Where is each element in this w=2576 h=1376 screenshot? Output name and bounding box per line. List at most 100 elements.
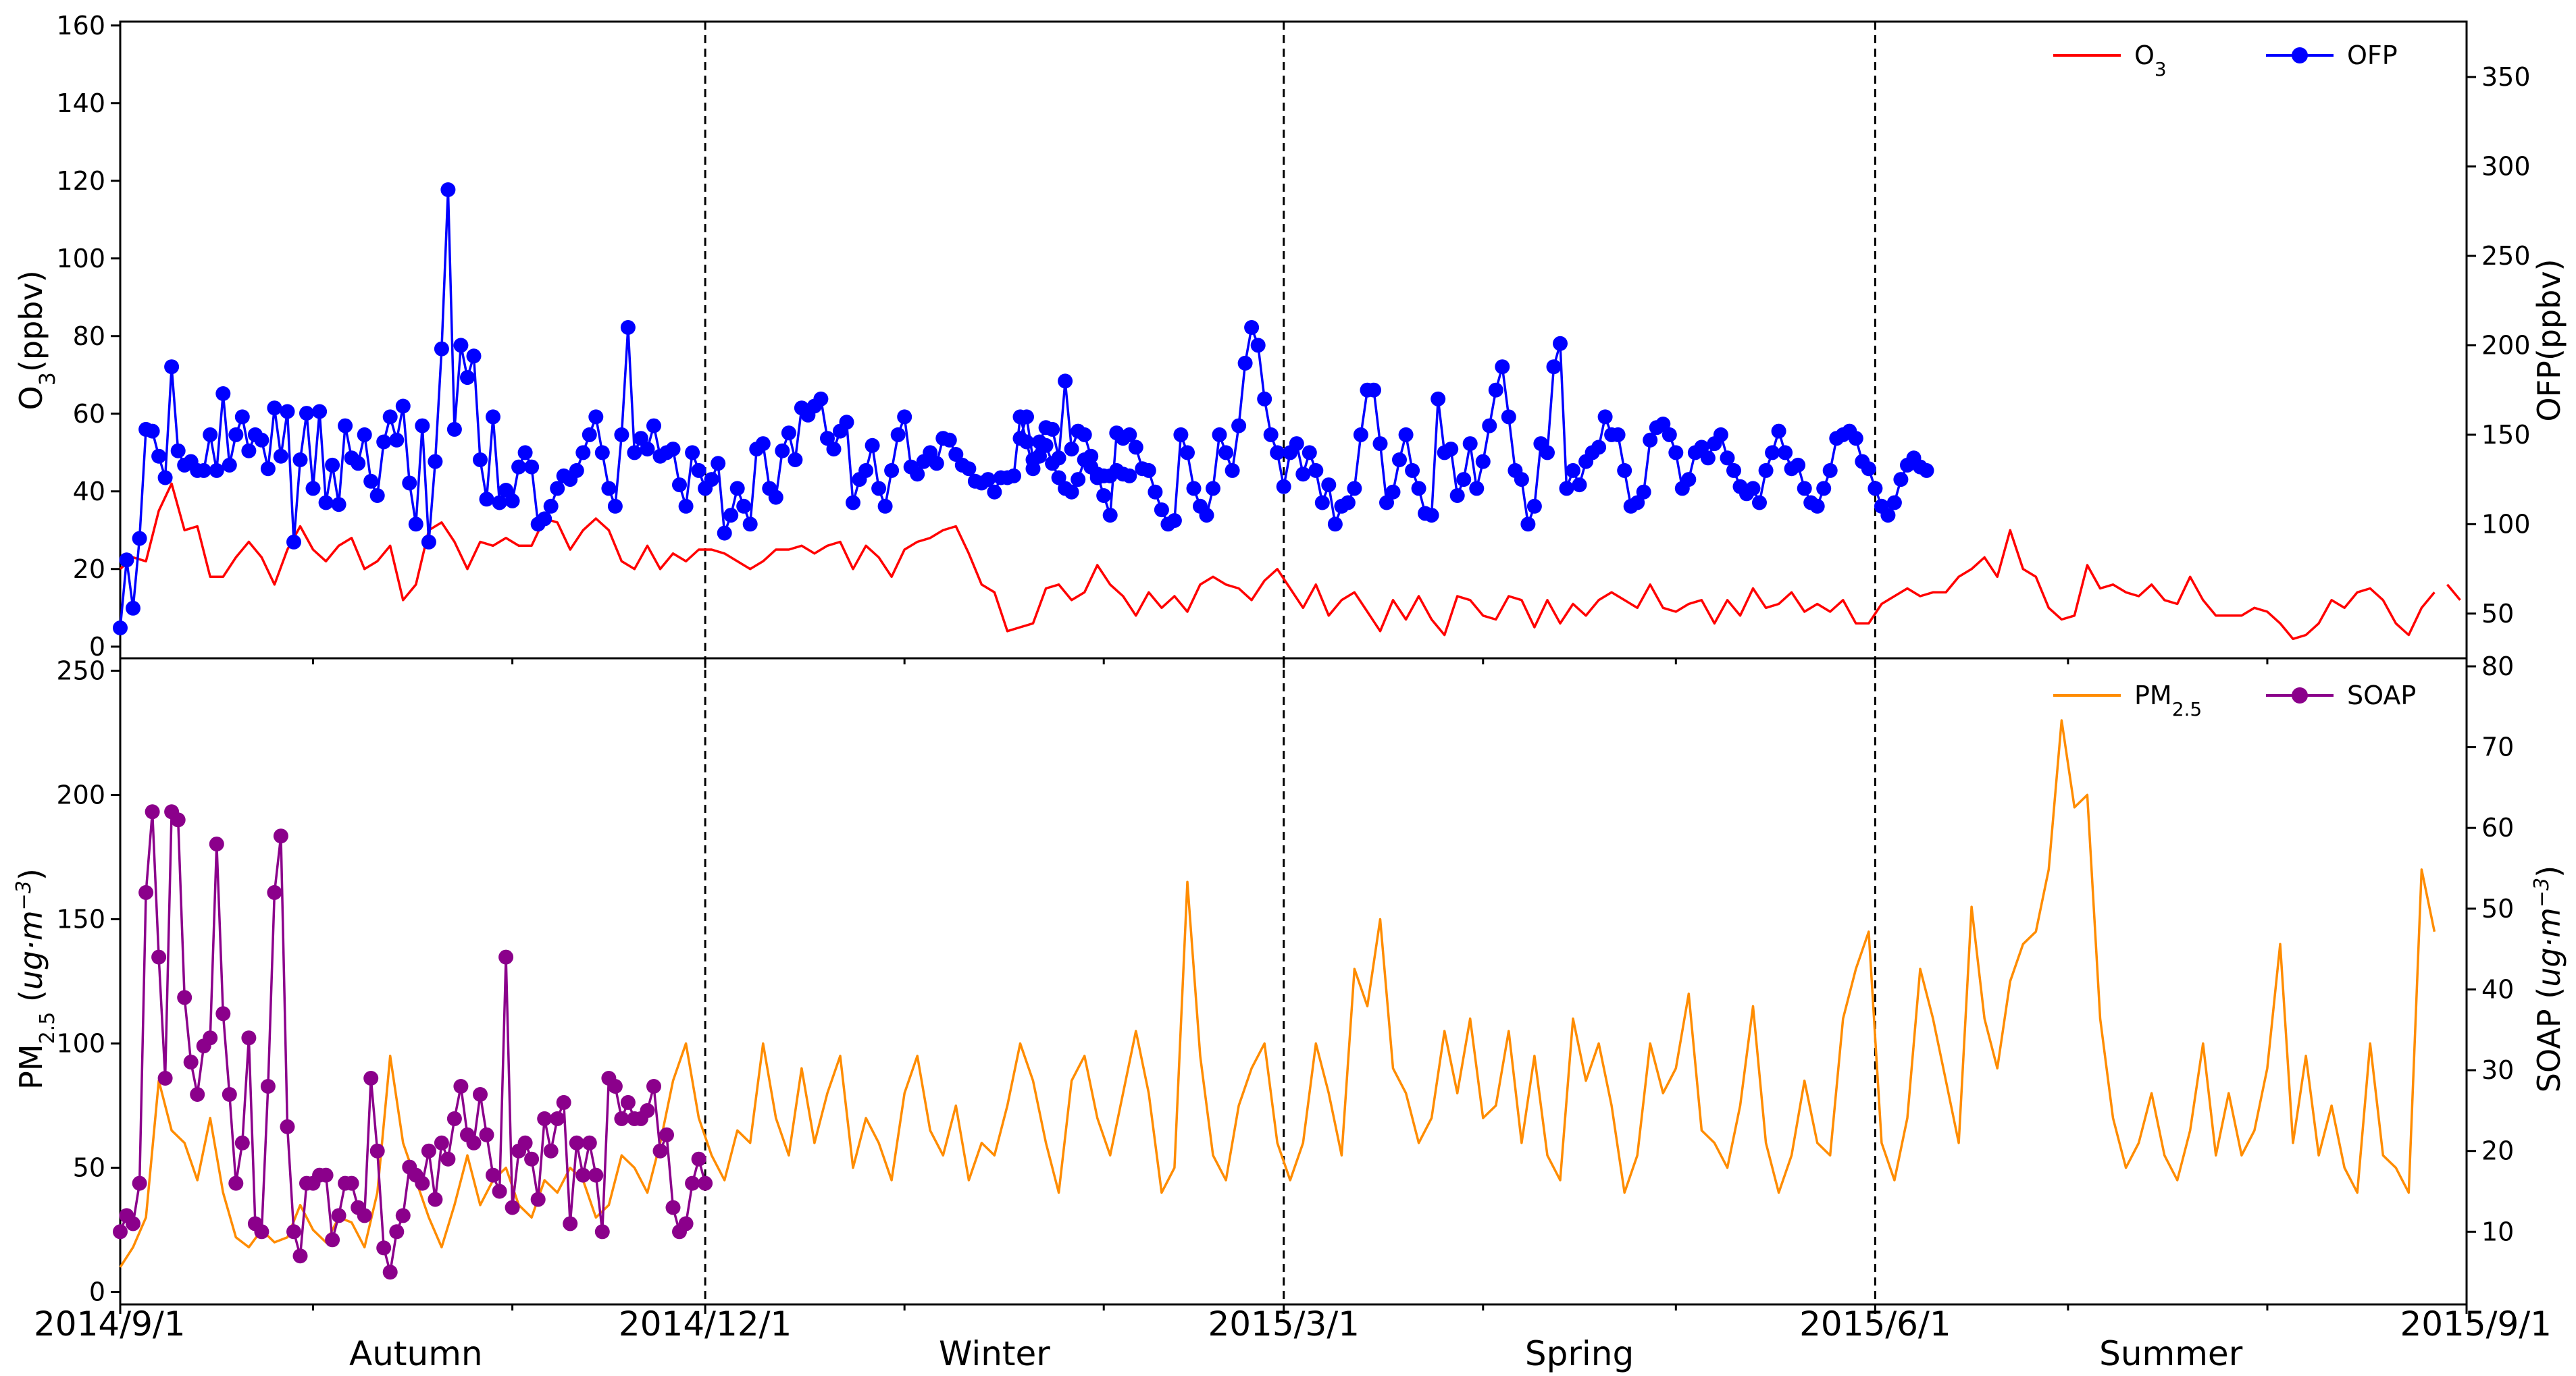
ofp-point-0-34: [331, 497, 346, 512]
ofp-point-1-80: [1526, 498, 1542, 514]
o3-axis-tick-label-0: 0: [89, 632, 105, 662]
ofp-point-1-68: [1449, 488, 1465, 503]
ofp-point-0-59: [492, 495, 507, 510]
soap-point-0-78: [614, 1111, 629, 1126]
legend-pm25-label: PM2.5: [2134, 681, 2202, 720]
legend-soap-label: SOAP: [2347, 681, 2416, 710]
ofp-point-0-94: [717, 525, 732, 541]
ofp-point-0-37: [351, 456, 366, 471]
soap-point-0-85: [659, 1127, 674, 1142]
ofp-point-0-88: [678, 498, 694, 514]
soap-axis-tick-label-3: 40: [2481, 974, 2514, 1004]
ofp-point-0-87: [672, 477, 687, 493]
ofp-axis-tick-label-5: 300: [2481, 152, 2531, 182]
ofp-point-1-91: [1597, 409, 1613, 425]
ofp-point-1-35: [1237, 355, 1253, 371]
ofp-point-0-49: [428, 454, 443, 469]
soap-point-0-2: [126, 1216, 140, 1232]
ofp-point-1-73: [1482, 418, 1497, 433]
legend-soap-marker: [2292, 687, 2308, 704]
ofp-point-1-49: [1327, 517, 1343, 532]
ofp-point-1-12: [1089, 467, 1105, 482]
ofp-point-1-11: [1083, 448, 1099, 464]
soap-point-0-53: [453, 1079, 469, 1094]
ofp-point-0-148: [1064, 484, 1079, 500]
ofp-point-1-44: [1295, 467, 1311, 482]
pm-axis-tick-label-3: 150: [56, 904, 105, 934]
ofp-point-1-132: [1861, 461, 1876, 477]
season-label-1: Winter: [939, 1334, 1050, 1373]
ofp-point-0-60: [498, 483, 514, 498]
ofp-point-0-129: [942, 432, 957, 448]
ofp-point-1-124: [1809, 498, 1825, 514]
soap-point-0-22: [254, 1224, 269, 1240]
ofp-point-1-1: [1019, 409, 1034, 425]
pm-axis-tick-label-5: 250: [56, 656, 105, 685]
ofp-point-0-50: [434, 341, 449, 356]
ofp-point-1-104: [1681, 472, 1697, 487]
ofp-point-0-46: [408, 517, 423, 532]
ofp-point-1-79: [1520, 517, 1536, 532]
ofp-point-0-52: [446, 421, 462, 437]
soap-point-0-71: [569, 1135, 584, 1150]
soap-point-0-15: [209, 837, 224, 852]
o3-axis-tick-label-6: 120: [56, 166, 105, 196]
soap-point-0-86: [665, 1200, 681, 1215]
ofp-point-1-39: [1263, 427, 1279, 442]
ofp-point-1-33: [1225, 462, 1240, 478]
ofp-point-1-133: [1867, 481, 1883, 496]
ofp-point-0-1: [119, 552, 134, 568]
ofp-point-0-61: [505, 493, 520, 508]
ofp-point-0-7: [157, 470, 173, 485]
ofp-point-0-109: [813, 391, 829, 406]
x-date-label-2: 2015/3/1: [1208, 1304, 1360, 1344]
ofp-point-0-62: [511, 459, 527, 475]
ofp-point-1-100: [1655, 417, 1671, 431]
ofp-point-0-68: [550, 481, 565, 496]
ofp-point-0-139: [1006, 468, 1021, 483]
ofp-point-1-18: [1128, 440, 1143, 455]
legend-ofp-label: OFP: [2347, 41, 2398, 70]
ofp-point-1-135: [1880, 508, 1896, 523]
ofp-point-0-42: [382, 409, 398, 425]
ofp-point-1-101: [1661, 427, 1677, 442]
ofp-point-1-78: [1514, 472, 1529, 487]
ofp-point-1-86: [1566, 462, 1580, 478]
ofp-point-1-8: [1064, 442, 1079, 457]
ofp-axis-tick-label-1: 100: [2481, 509, 2531, 539]
ofp-point-0-126: [923, 445, 938, 460]
o3-axis-tick-label-8: 160: [56, 11, 105, 41]
soap-point-0-18: [228, 1175, 244, 1191]
soap-axis-tick-label-5: 60: [2481, 813, 2514, 843]
ofp-point-1-61: [1405, 462, 1420, 478]
soap-axis-title: SOAP (ug·m−3): [2530, 866, 2568, 1092]
o3-axis-tick-label-3: 60: [73, 399, 105, 429]
ofp-point-1-55: [1366, 382, 1381, 398]
ofp-point-0-18: [228, 427, 244, 442]
ofp-point-1-32: [1218, 445, 1234, 460]
ofp-point-0-56: [473, 452, 488, 467]
ofp-point-1-107: [1700, 450, 1716, 466]
ofp-point-1-136: [1886, 495, 1902, 510]
ofp-point-0-80: [627, 445, 642, 460]
ofp-point-0-124: [910, 467, 925, 482]
soap-point-0-59: [492, 1184, 507, 1199]
soap-point-0-64: [524, 1151, 540, 1167]
ofp-point-1-22: [1154, 502, 1169, 518]
soap-point-0-74: [588, 1167, 604, 1183]
ofp-point-0-149: [1071, 472, 1086, 487]
ofp-point-1-58: [1385, 484, 1401, 500]
ofp-point-0-31: [312, 404, 328, 419]
soap-point-0-17: [222, 1087, 237, 1102]
ofp-point-1-14: [1102, 508, 1118, 523]
soap-point-0-47: [415, 1175, 430, 1191]
soap-point-0-6: [151, 949, 167, 965]
soap-point-0-88: [678, 1216, 694, 1232]
soap-point-0-72: [575, 1167, 591, 1183]
ofp-point-0-78: [614, 427, 629, 442]
soap-point-0-55: [466, 1135, 482, 1150]
ofp-point-0-25: [273, 448, 288, 464]
ofp-point-1-114: [1745, 481, 1761, 496]
ofp-point-1-96: [1630, 495, 1645, 510]
ofp-point-0-135: [980, 472, 996, 487]
